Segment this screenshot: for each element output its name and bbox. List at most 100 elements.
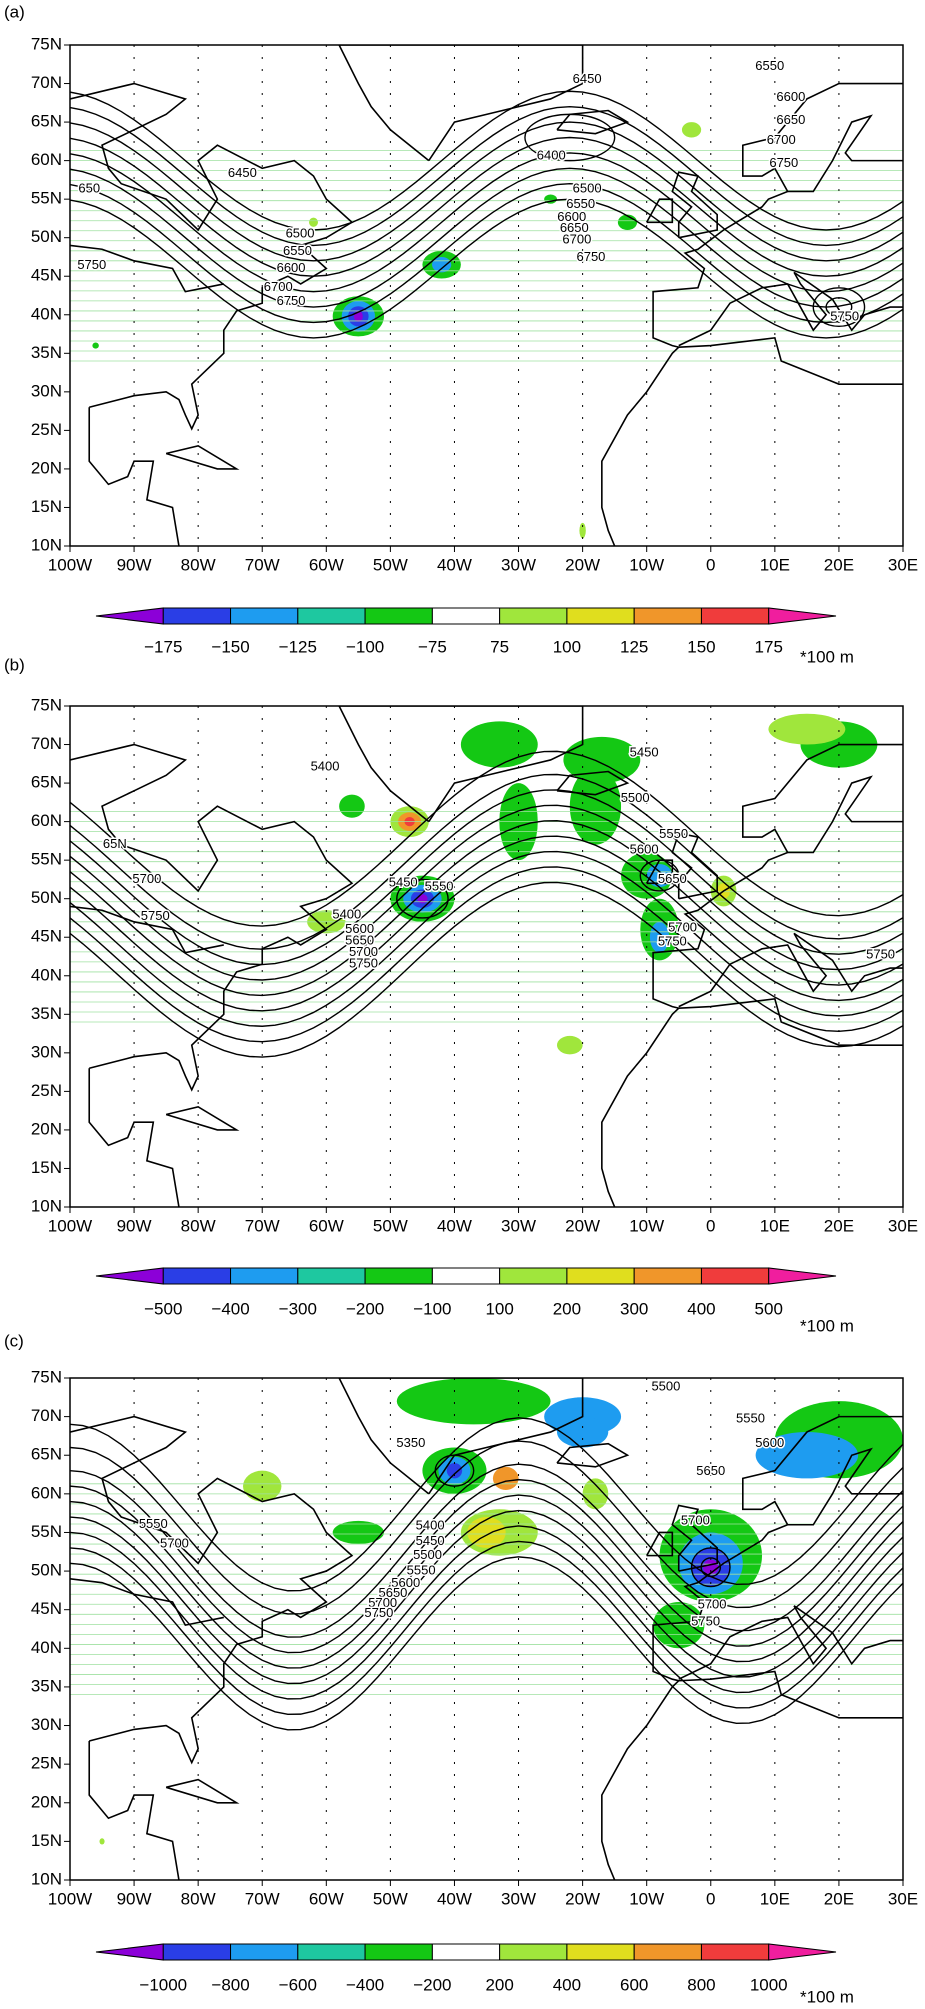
lon-tick-label: 10W [629,1889,664,1908]
contour-label: 5650 [345,933,374,948]
colorbar-label: 300 [620,1299,648,1318]
contour [70,1440,903,1615]
map [70,45,903,546]
coastline [338,706,584,823]
lon-tick-label: 30E [888,1889,918,1908]
lon-tick-label: 30W [501,1889,536,1908]
shading [579,522,586,539]
lat-tick-label: 50N [31,888,62,907]
contour [70,850,903,1027]
lon-tick-label: 20E [824,1889,854,1908]
map [70,706,903,1207]
contour-label: 6550 [283,243,312,258]
contour [70,881,903,1058]
lat-tick-label: 75N [31,1367,62,1386]
contour [70,820,903,997]
lon-tick-label: 40W [437,555,472,574]
colorbar-end [95,1267,164,1285]
contour [700,1557,722,1578]
contour [70,1494,903,1669]
contour-label: 6650 [776,112,805,127]
contour-label: 5550 [659,826,688,841]
lon-tick-label: 10W [629,555,664,574]
contour-label: 6700 [264,279,293,294]
contour-label: 6750 [576,249,605,264]
contour-label: 5700 [349,944,378,959]
colorbar-unit: *100 m [800,1316,854,1335]
shading [563,736,641,784]
lat-tick-label: 15N [31,1158,62,1177]
colorbar-box [566,1267,635,1285]
lon-tick-label: 80W [181,1889,216,1908]
coastline [645,198,674,224]
lon-tick-label: 60W [309,1216,344,1235]
lat-tick-label: 10N [31,1869,62,1888]
colorbar-box [364,1943,433,1961]
coastline [70,82,354,431]
lat-tick-label: 20N [31,1119,62,1138]
colorbar-box [162,1943,232,1961]
shading [396,1378,551,1425]
contour-label: 6450 [573,71,602,86]
contour [70,121,903,262]
lon-tick-label: 0 [706,1889,715,1908]
shading [99,1838,105,1845]
colorbar-label: 125 [620,637,648,656]
contour-label: 650 [78,181,100,196]
lon-tick-label: 70W [245,555,280,574]
colorbar-label: 200 [553,1299,581,1318]
shading [446,1462,463,1479]
contour [70,804,903,981]
colorbar-box [162,607,232,625]
contour-label: 5450 [416,1533,445,1548]
lat-tick-label: 20N [31,458,62,477]
colorbar-box [162,1267,232,1285]
contour-label: 5650 [658,871,687,886]
contour [70,105,903,247]
shading [339,794,365,818]
lon-tick-label: 100W [48,555,92,574]
colorbar-box [700,607,770,625]
contour-label: 5400 [311,758,340,773]
lon-tick-label: 20W [565,1216,600,1235]
colorbar-label: 1000 [750,1975,788,1994]
colorbar-label: −600 [279,1975,317,1994]
lat-tick-label: 60N [31,811,62,830]
coastline [70,1415,354,1765]
lon-tick-label: 30W [501,555,536,574]
lat-tick-label: 60N [31,150,62,169]
contour [70,198,903,339]
coastline [165,444,240,470]
coastline [88,1740,180,1880]
colorbar-box [230,607,299,625]
lat-tick-label: 40N [31,304,62,323]
contour-label: 5450 [630,744,659,759]
lon-tick-label: 20E [824,555,854,574]
contour-label: 5550 [407,1563,436,1578]
coastline [165,1105,240,1131]
colorbar-box [700,1267,770,1285]
lon-tick-label: 70W [245,1216,280,1235]
lon-tick-label: 80W [181,555,216,574]
colorbar-label: 75 [490,637,509,656]
colorbar-label: 800 [687,1975,715,1994]
lon-tick-label: 50W [373,1216,408,1235]
lat-tick-label: 40N [31,965,62,984]
colorbar-box [297,607,366,625]
colorbar-box [700,1943,770,1961]
lat-tick-label: 10N [31,535,62,554]
coastline [645,1531,674,1557]
contour-label: 5750 [77,257,106,272]
contour-label: 5600 [630,842,659,857]
lon-tick-label: 0 [706,1216,715,1235]
colorbar-box [230,1943,299,1961]
lon-tick-label: 10W [629,1216,664,1235]
contour [524,113,616,162]
contour-label: 5700 [681,1512,710,1527]
coastline [88,407,180,546]
lon-tick-label: 10E [760,1889,790,1908]
contour-label: 6600 [277,260,306,275]
contour-label: 5750 [658,933,687,948]
map [70,1378,903,1880]
colorbar-box [297,1267,366,1285]
